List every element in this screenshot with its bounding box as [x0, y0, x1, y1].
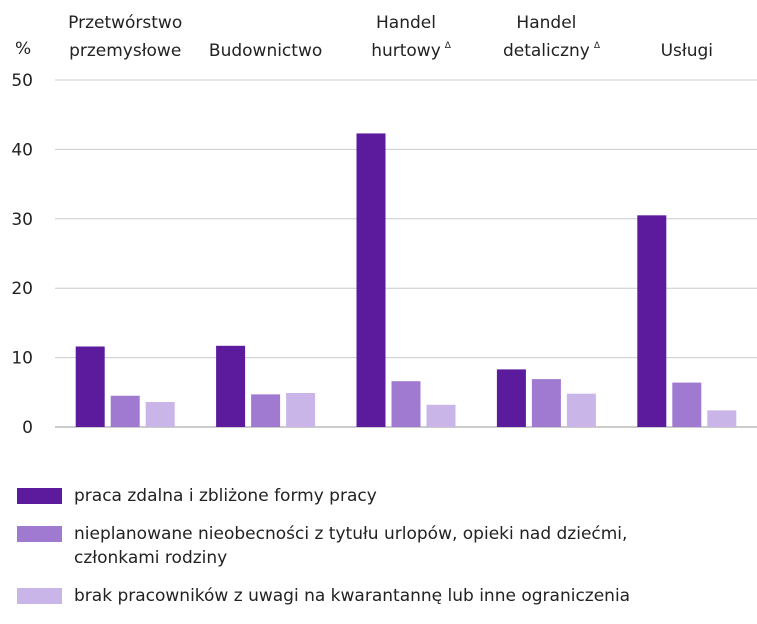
bar	[496, 369, 526, 427]
y-tick-label: 10	[11, 349, 33, 369]
legend-label: praca zdalna i zbliżone formy pracy	[74, 486, 377, 506]
legend-swatch	[17, 526, 62, 542]
x-category-label: Budownictwo	[209, 41, 322, 61]
x-category-label: Przetwórstwo przemysłowe	[68, 13, 182, 61]
y-tick-label: 50	[11, 71, 33, 91]
legend-item: praca zdalna i zbliżone formy pracy	[17, 484, 737, 508]
bar	[110, 395, 140, 427]
bar	[391, 381, 421, 427]
y-tick-label: 30	[11, 210, 33, 230]
bar	[426, 404, 456, 427]
bar	[75, 346, 105, 427]
x-category-label: Usługi	[661, 41, 713, 61]
legend-item: brak pracowników z uwagi na kwarantannę …	[17, 584, 737, 608]
bar	[286, 392, 316, 427]
y-tick-label: 20	[11, 279, 33, 299]
bar	[637, 215, 667, 427]
x-category-label: Handel hurtowy	[371, 13, 441, 61]
legend: praca zdalna i zbliżone formy pracy niepl…	[17, 484, 737, 622]
bar	[251, 394, 281, 427]
chart: % 0 10 20 30 40 50 Przetwórstwo przemysłowe Budo…	[11, 13, 757, 438]
bar	[356, 133, 386, 428]
bar	[216, 345, 246, 427]
y-tick-label: 40	[11, 140, 33, 160]
legend-swatch	[17, 588, 62, 604]
legend-label: brak pracowników z uwagi na kwarantannę …	[74, 586, 631, 606]
y-tick-label: 0	[22, 418, 33, 438]
bar	[145, 402, 175, 427]
legend-label: nieplanowane nieobecności z tytułu urlop…	[74, 524, 628, 568]
legend-item: nieplanowane nieobecności z tytułu urlop…	[17, 522, 737, 570]
y-axis-label: %	[15, 39, 31, 59]
bar	[531, 379, 561, 427]
category-mark: Δ	[594, 41, 601, 51]
category-mark: Δ	[445, 41, 452, 51]
x-category-label: Handel detaliczny	[503, 13, 590, 61]
bar	[566, 393, 596, 427]
legend-swatch	[17, 488, 62, 504]
bar	[707, 410, 737, 427]
bar	[672, 382, 702, 427]
